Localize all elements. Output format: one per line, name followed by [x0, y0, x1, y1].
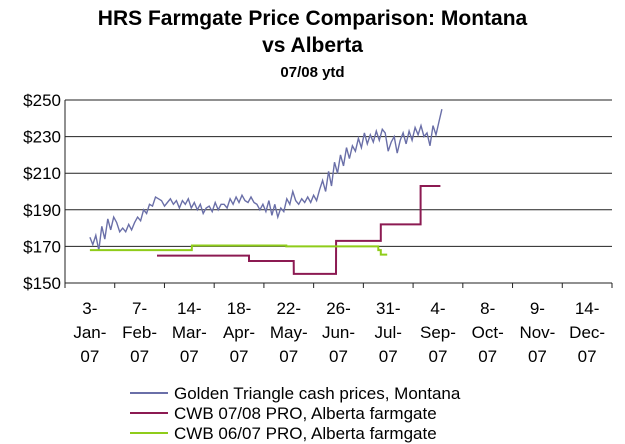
series-line-1: [89, 109, 443, 251]
legend-label-3: CWB 06/07 PRO, Alberta farmgate: [174, 424, 437, 443]
y-tick-label: $210: [23, 164, 61, 183]
x-tick-label: 3-Jan-07: [73, 299, 106, 366]
chart-title-line-2: vs Alberta: [262, 34, 363, 57]
legend-label-1: Golden Triangle cash prices, Montana: [174, 384, 461, 403]
series-line-2: [157, 185, 441, 275]
x-tick-label: 31-Jul-07: [375, 299, 402, 366]
y-tick-label: $150: [23, 274, 61, 293]
x-tick-label: 14-Mar-07: [172, 299, 207, 366]
x-tick-label: 8-Oct-07: [472, 299, 504, 366]
x-tick-label: 9-Nov-07: [519, 299, 555, 366]
y-tick-label: $170: [23, 237, 61, 256]
chart-title-line-1: HRS Farmgate Price Comparison: Montana: [97, 7, 528, 30]
x-tick-label: 4-Sep-07: [420, 299, 456, 366]
x-tick-label: 22-May-07: [270, 299, 308, 366]
legend-label-2: CWB 07/08 PRO, Alberta farmgate: [174, 404, 437, 423]
x-tick-label: 18-Apr-07: [223, 299, 255, 366]
y-tick-label: $250: [23, 91, 61, 110]
series-line-3: [89, 244, 388, 256]
x-tick-label: 14-Dec-07: [569, 299, 605, 366]
x-tick-label: 26-Jun-07: [322, 299, 355, 366]
y-tick-label: $190: [23, 201, 61, 220]
y-tick-label: $230: [23, 128, 61, 147]
x-tick-label: 7-Feb-07: [122, 299, 157, 366]
chart-subtitle: 07/08 ytd: [280, 64, 345, 81]
